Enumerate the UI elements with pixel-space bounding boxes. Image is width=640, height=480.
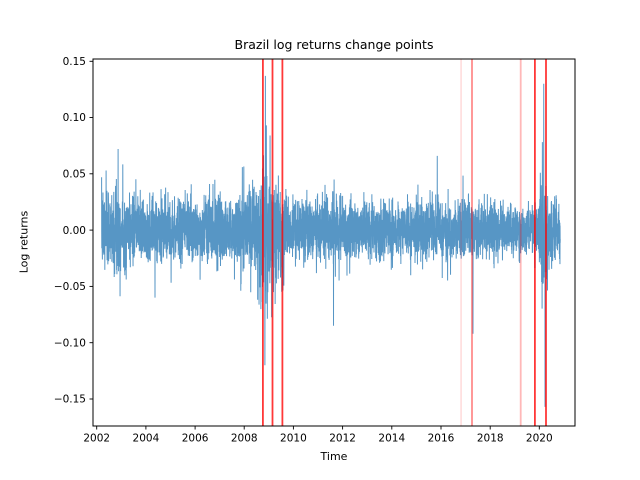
y-tick-label: 0.00 [63,225,86,237]
y-tick-label: −0.10 [54,337,86,349]
y-tick-label: −0.15 [54,394,86,406]
x-tick-label: 2020 [526,433,553,445]
x-tick-label: 2008 [231,433,258,445]
x-tick-label: 2002 [83,433,110,445]
x-tick-label: 2012 [329,433,356,445]
x-tick-label: 2014 [378,433,405,445]
series-line [101,75,561,407]
x-tick-label: 2016 [428,433,455,445]
x-tick-label: 2018 [477,433,504,445]
x-tick-label: 2004 [133,433,160,445]
y-tick-label: −0.05 [54,281,86,293]
chart-title: Brazil log returns change points [234,37,434,52]
x-tick-label: 2010 [280,433,307,445]
x-tick-label: 2006 [182,433,209,445]
x-axis-label: Time [320,450,348,463]
axes-spines [92,58,576,427]
y-tick-label: 0.15 [63,56,86,68]
y-axis-label: Log returns [17,210,31,274]
y-tick-label: 0.10 [63,112,86,124]
y-tick-label: 0.05 [63,169,86,181]
